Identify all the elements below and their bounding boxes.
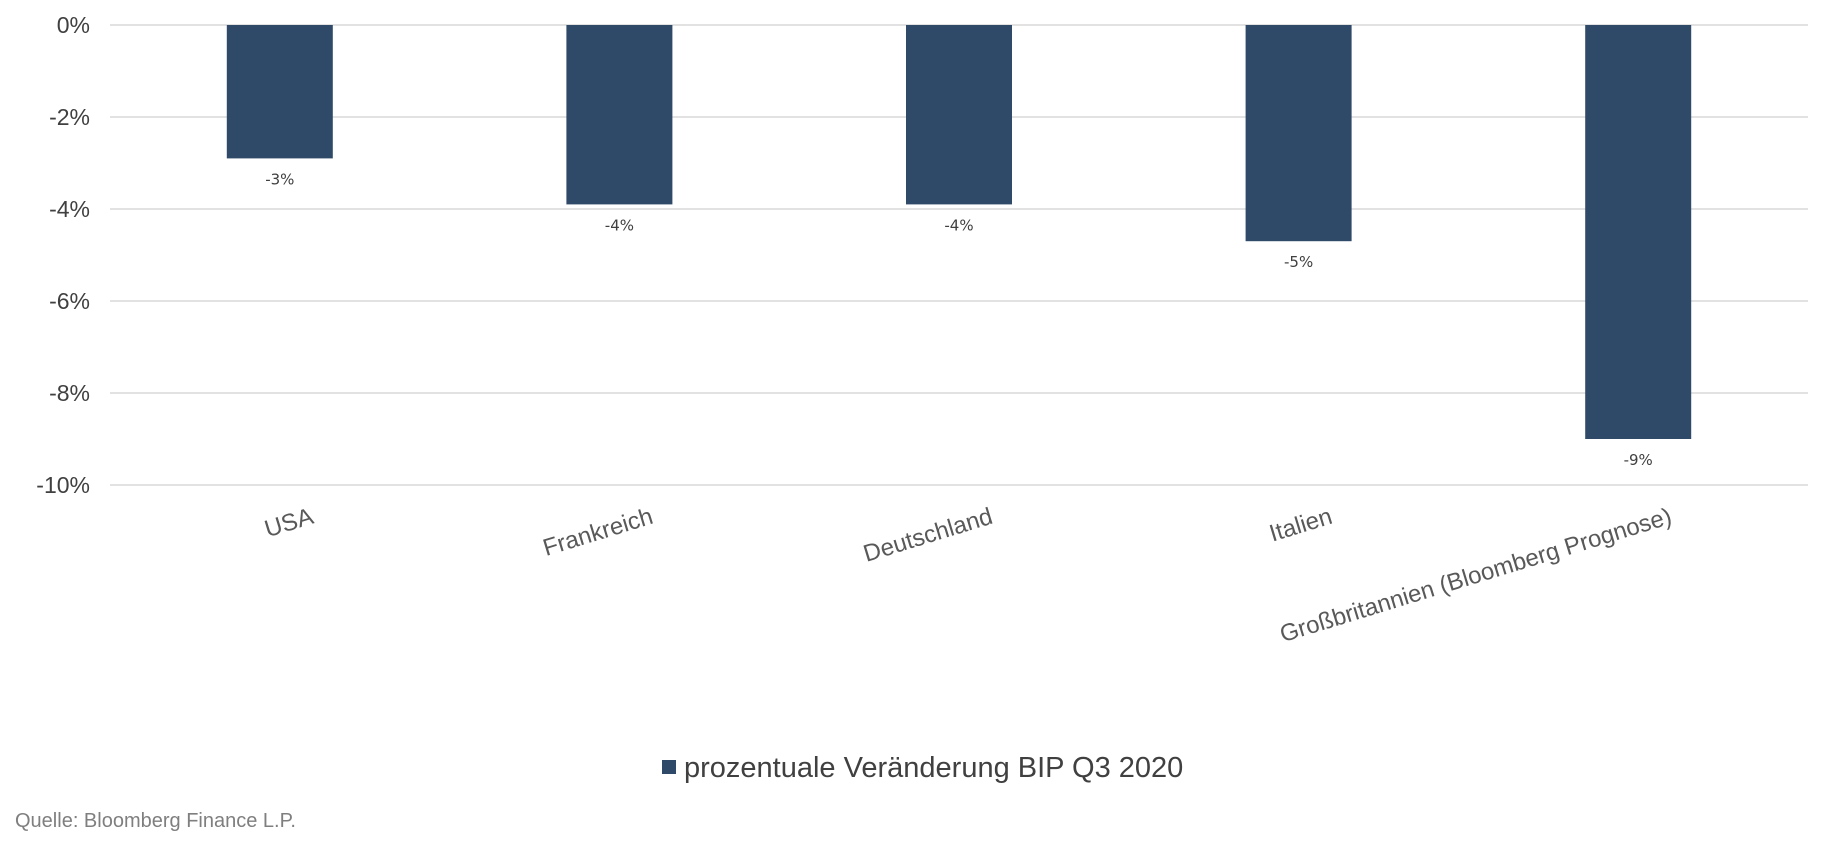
data-label: -9% (1624, 451, 1653, 469)
y-tick-label: 0% (57, 12, 90, 38)
legend-swatch (662, 760, 676, 774)
data-label: -4% (944, 216, 973, 234)
x-tick-label: Frankreich (540, 503, 656, 562)
data-label: -3% (265, 170, 294, 188)
x-tick-label: Großbritannien (Bloomberg Prognose) (1277, 503, 1675, 648)
data-label: -5% (1284, 253, 1313, 271)
data-label: -4% (605, 216, 634, 234)
bar (226, 25, 333, 159)
x-tick-label: Deutschland (860, 503, 995, 568)
x-tick-label: USA (261, 503, 316, 543)
data-labels: -3% -4% -4% -5% -9% (265, 170, 1653, 469)
y-tick-label: -4% (49, 196, 90, 222)
bar (906, 25, 1012, 205)
bar (1245, 25, 1352, 242)
bar (1585, 25, 1692, 439)
legend-label: prozentuale Veränderung BIP Q3 2020 (684, 752, 1183, 784)
x-tick-label: Italien (1266, 503, 1335, 548)
y-tick-label: -10% (36, 472, 90, 498)
y-tick-label: -8% (49, 380, 90, 406)
y-tick-label: -2% (49, 104, 90, 130)
y-axis-ticks: 0% -2% -4% -6% -8% -10% (36, 12, 90, 498)
y-tick-label: -6% (49, 288, 90, 314)
gridlines (110, 24, 1808, 486)
source-note: Quelle: Bloomberg Finance L.P. (15, 810, 296, 832)
bar (566, 25, 673, 205)
x-axis-ticks: USA Frankreich Deutschland ItalienGroßbrita… (261, 503, 1674, 648)
bars (226, 25, 1692, 439)
legend: prozentuale Veränderung BIP Q3 2020 (662, 752, 1183, 784)
